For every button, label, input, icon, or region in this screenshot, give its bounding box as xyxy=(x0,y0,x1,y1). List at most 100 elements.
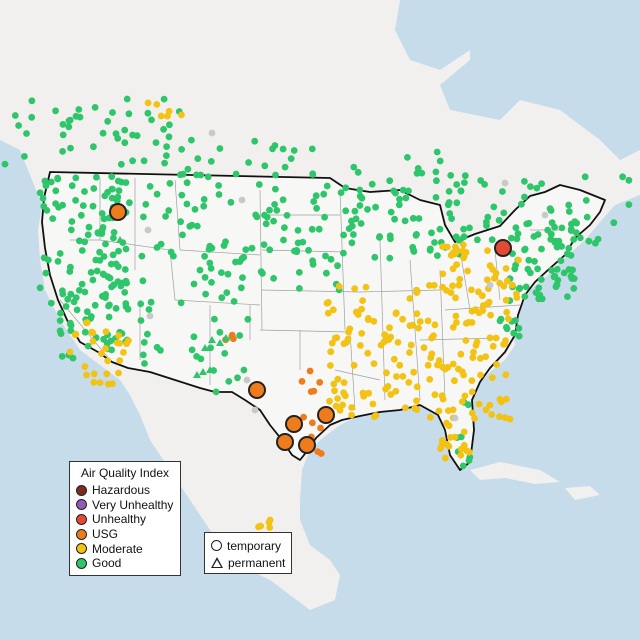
site-marker xyxy=(356,186,364,194)
site-marker xyxy=(140,157,148,165)
site-marker xyxy=(401,217,409,225)
site-marker xyxy=(204,173,212,181)
site-marker xyxy=(334,262,341,270)
site-marker xyxy=(548,267,556,274)
baja-water xyxy=(120,380,160,460)
site-marker xyxy=(309,419,316,427)
site-marker xyxy=(464,267,471,275)
site-marker xyxy=(89,276,97,284)
site-marker xyxy=(178,146,186,153)
site-marker xyxy=(67,327,75,334)
site-marker xyxy=(392,387,400,395)
site-marker xyxy=(565,201,573,209)
site-marker xyxy=(490,203,498,211)
site-marker xyxy=(386,254,394,262)
site-marker xyxy=(104,357,112,365)
site-marker xyxy=(122,245,130,253)
site-marker xyxy=(330,380,338,388)
site-marker xyxy=(72,174,80,182)
site-marker xyxy=(64,295,72,303)
site-marker xyxy=(432,168,440,176)
site-marker xyxy=(547,230,555,238)
site-marker xyxy=(65,117,73,125)
site-marker xyxy=(100,253,108,260)
site-marker xyxy=(42,182,50,190)
site-marker xyxy=(460,225,467,233)
site-marker xyxy=(129,157,137,165)
site-marker xyxy=(317,450,325,457)
site-marker xyxy=(558,224,566,232)
site-marker xyxy=(238,254,246,262)
site-marker xyxy=(457,187,465,195)
triangle-icon xyxy=(211,557,223,568)
site-marker xyxy=(115,187,123,195)
site-marker xyxy=(165,107,173,115)
site-marker xyxy=(345,225,353,233)
site-marker xyxy=(565,208,573,215)
site-marker xyxy=(420,344,428,352)
site-marker xyxy=(489,342,497,350)
site-marker xyxy=(321,213,328,221)
site-marker xyxy=(255,181,263,188)
site-marker xyxy=(59,290,67,298)
site-marker xyxy=(368,180,376,188)
site-marker xyxy=(428,334,435,342)
site-marker xyxy=(188,346,196,354)
site-marker xyxy=(460,428,468,436)
site-marker xyxy=(359,389,367,397)
site-marker xyxy=(306,367,314,375)
site-marker xyxy=(322,252,329,260)
site-marker xyxy=(193,171,200,179)
circle-icon xyxy=(211,540,222,551)
site-marker xyxy=(486,334,494,342)
site-marker xyxy=(392,189,399,197)
site-marker xyxy=(521,193,528,201)
site-marker xyxy=(190,280,198,288)
site-marker xyxy=(117,160,125,168)
site-marker xyxy=(157,240,165,248)
site-marker xyxy=(511,265,519,273)
site-marker xyxy=(327,348,335,356)
site-marker xyxy=(348,239,356,247)
site-marker xyxy=(465,319,472,326)
site-type-legend: temporary permanent xyxy=(204,532,292,574)
site-marker xyxy=(489,266,496,273)
site-marker xyxy=(96,248,103,256)
site-marker xyxy=(269,145,276,153)
site-marker xyxy=(333,334,341,342)
site-marker xyxy=(386,177,394,185)
site-marker xyxy=(515,332,523,340)
site-marker xyxy=(428,229,435,237)
site-marker xyxy=(391,215,398,223)
site-marker xyxy=(280,236,287,244)
site-marker xyxy=(550,273,558,281)
site-marker xyxy=(115,332,123,339)
site-marker xyxy=(343,339,350,346)
site-marker xyxy=(527,183,534,191)
site-marker xyxy=(433,148,441,156)
site-marker xyxy=(413,310,421,318)
site-marker xyxy=(447,289,455,296)
site-marker xyxy=(446,210,454,217)
site-marker xyxy=(208,244,216,252)
site-marker xyxy=(323,299,331,307)
site-marker xyxy=(236,332,244,339)
site-marker-large xyxy=(494,239,512,257)
site-marker xyxy=(200,202,208,210)
site-marker xyxy=(435,407,443,415)
site-marker xyxy=(470,348,477,356)
site-marker xyxy=(271,201,278,208)
site-marker xyxy=(455,281,463,289)
site-marker xyxy=(514,230,522,238)
site-marker xyxy=(449,282,456,290)
site-marker xyxy=(402,404,409,412)
site-marker xyxy=(502,296,510,304)
site-marker xyxy=(139,277,147,285)
site-marker xyxy=(91,104,99,111)
site-marker xyxy=(619,173,626,181)
site-marker xyxy=(459,247,467,255)
site-marker xyxy=(326,397,333,405)
site-marker xyxy=(546,205,554,213)
site-marker xyxy=(308,145,316,153)
site-marker xyxy=(201,274,209,281)
